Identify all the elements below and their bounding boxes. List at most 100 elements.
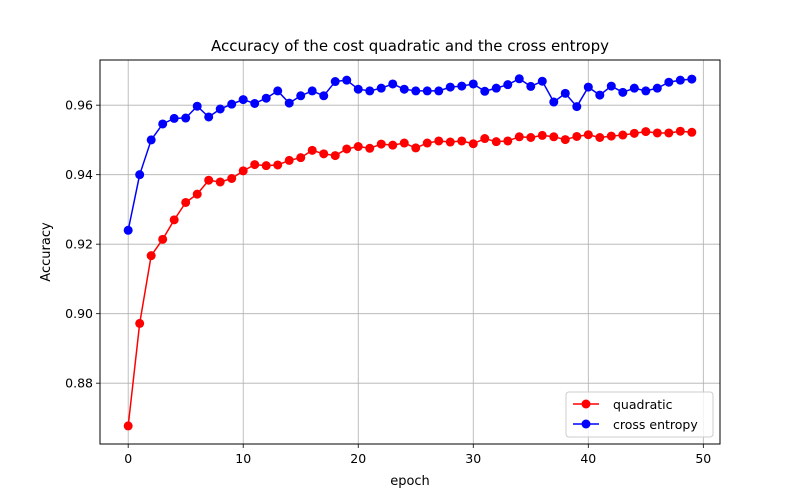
y-tick-label: 0.88 [65, 376, 93, 391]
data-point-quadratic [434, 136, 444, 146]
data-point-quadratic [664, 128, 674, 138]
data-point-quadratic [376, 139, 386, 149]
data-point-cross-entropy [422, 86, 432, 96]
data-point-cross-entropy [388, 79, 398, 89]
legend-box [565, 391, 714, 438]
data-point-quadratic [365, 143, 375, 153]
x-tick-label: 50 [695, 451, 711, 466]
legend-label-quadratic: quadratic [613, 397, 673, 412]
y-axis-label: Accuracy [39, 222, 54, 282]
data-point-cross-entropy [296, 91, 306, 101]
data-point-quadratic [606, 131, 616, 141]
data-point-quadratic [675, 126, 685, 136]
data-point-quadratic [491, 137, 501, 147]
data-point-quadratic [526, 132, 536, 142]
data-point-quadratic [296, 153, 306, 163]
data-point-cross-entropy [445, 82, 455, 92]
data-point-quadratic [342, 144, 352, 154]
data-point-quadratic [618, 130, 628, 140]
data-point-quadratic [330, 151, 340, 161]
data-point-cross-entropy [146, 135, 156, 145]
data-point-cross-entropy [583, 82, 593, 92]
data-point-quadratic [284, 155, 294, 165]
data-point-cross-entropy [261, 93, 271, 103]
data-point-cross-entropy [687, 74, 697, 84]
data-point-cross-entropy [319, 91, 329, 101]
data-point-cross-entropy [629, 83, 639, 93]
data-point-quadratic [399, 138, 409, 148]
data-point-quadratic [422, 138, 432, 148]
data-point-quadratic [560, 135, 570, 145]
data-point-quadratic [261, 161, 271, 171]
data-point-cross-entropy [330, 77, 340, 87]
data-point-cross-entropy [158, 119, 168, 129]
legend-marker-quadratic [581, 399, 591, 409]
data-point-cross-entropy [238, 95, 248, 105]
data-point-quadratic [181, 197, 191, 207]
data-point-quadratic [572, 131, 582, 141]
plot-frame [99, 59, 721, 445]
data-point-quadratic [457, 136, 467, 146]
data-point-quadratic [503, 136, 513, 146]
data-point-cross-entropy [399, 84, 409, 94]
data-point-cross-entropy [250, 98, 260, 108]
data-point-cross-entropy [365, 86, 375, 96]
data-point-quadratic [629, 128, 639, 138]
x-axis: 0 10 20 30 40 50 [124, 444, 711, 466]
data-point-cross-entropy [641, 86, 651, 96]
data-point-cross-entropy [227, 99, 237, 109]
legend-marker-cross-entropy [581, 419, 591, 429]
data-point-quadratic [123, 421, 133, 431]
data-point-quadratic [537, 130, 547, 140]
data-point-cross-entropy [273, 86, 283, 96]
data-point-quadratic [595, 132, 605, 142]
data-point-quadratic [204, 175, 214, 185]
data-point-quadratic [480, 134, 490, 144]
data-point-quadratic [135, 318, 145, 328]
data-point-cross-entropy [675, 75, 685, 85]
data-point-quadratic [273, 160, 283, 170]
data-point-cross-entropy [664, 77, 674, 87]
data-point-cross-entropy [135, 170, 145, 180]
grid [100, 60, 720, 444]
series-layer [123, 74, 697, 431]
data-point-quadratic [146, 251, 156, 261]
chart-title: Accuracy of the cost quadratic and the c… [211, 37, 609, 55]
data-point-quadratic [468, 139, 478, 149]
data-point-quadratic [192, 189, 202, 199]
data-point-quadratic [388, 140, 398, 150]
data-point-cross-entropy [560, 88, 570, 98]
data-point-quadratic [238, 166, 248, 176]
data-point-quadratic [307, 145, 317, 155]
series-quadratic [123, 126, 697, 431]
data-point-cross-entropy [307, 86, 317, 96]
data-point-cross-entropy [514, 74, 524, 84]
series-cross-entropy [123, 74, 697, 235]
x-tick-label: 10 [235, 451, 251, 466]
data-point-quadratic [687, 127, 697, 137]
data-point-cross-entropy [468, 79, 478, 89]
data-point-cross-entropy [123, 225, 133, 235]
data-point-cross-entropy [457, 81, 467, 91]
data-point-cross-entropy [192, 101, 202, 111]
y-tick-label: 0.92 [65, 237, 93, 252]
data-point-cross-entropy [181, 113, 191, 123]
y-tick-label: 0.90 [65, 306, 93, 321]
data-point-cross-entropy [434, 86, 444, 96]
data-point-cross-entropy [549, 97, 559, 107]
data-point-quadratic [227, 174, 237, 184]
x-tick-label: 30 [465, 451, 481, 466]
data-point-quadratic [583, 130, 593, 140]
data-point-cross-entropy [215, 104, 225, 114]
data-point-cross-entropy [411, 86, 421, 96]
data-point-quadratic [215, 177, 225, 187]
data-point-cross-entropy [537, 76, 547, 86]
legend-label-cross-entropy: cross entropy [613, 417, 698, 432]
data-point-cross-entropy [480, 86, 490, 96]
data-point-cross-entropy [169, 113, 179, 123]
y-axis: 0.88 0.90 0.92 0.94 0.96 [65, 98, 100, 391]
data-point-quadratic [158, 234, 168, 244]
data-point-quadratic [169, 215, 179, 225]
data-point-quadratic [250, 160, 260, 170]
data-point-cross-entropy [526, 81, 536, 91]
